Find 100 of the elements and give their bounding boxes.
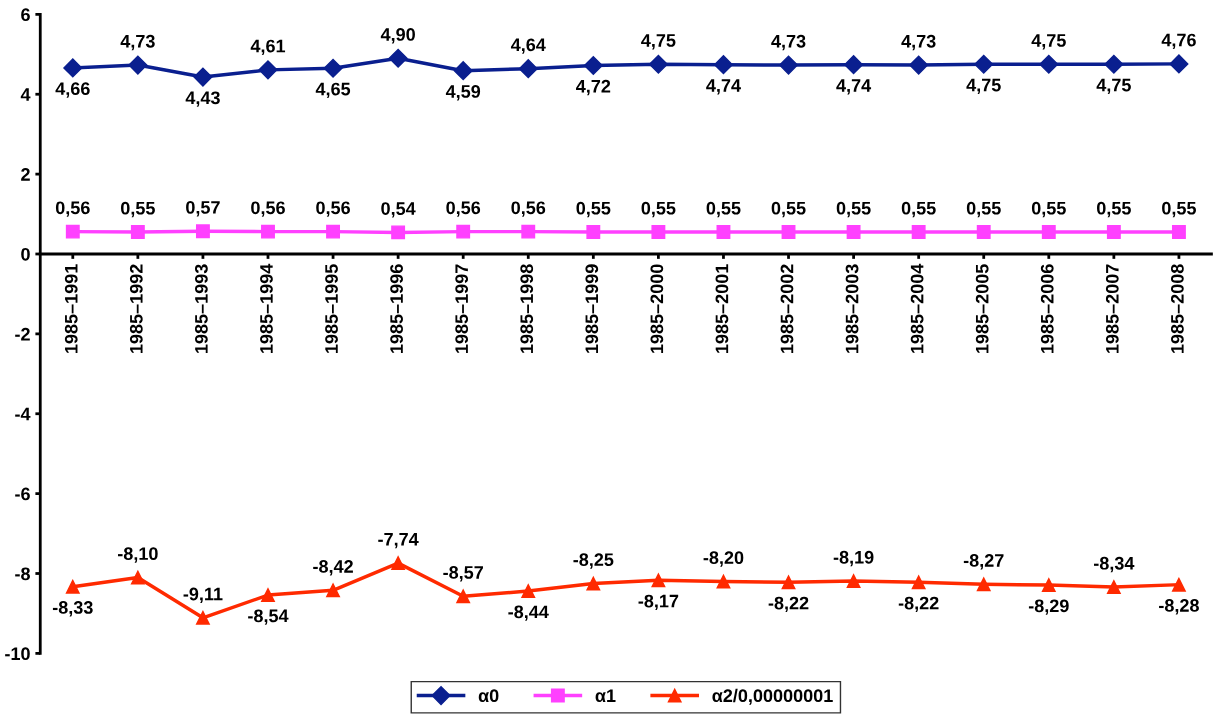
point — [521, 224, 536, 239]
x-tick-label: 1985–2003 — [845, 264, 859, 353]
data-label: 4,66 — [55, 82, 90, 98]
point — [909, 55, 929, 75]
data-label: 4,73 — [771, 34, 806, 51]
data-label: 0,55 — [901, 201, 936, 218]
point — [1171, 225, 1186, 239]
point — [195, 224, 210, 239]
point — [65, 224, 80, 239]
x-tick-label: 1985–2001 — [715, 264, 729, 353]
data-label: -8,44 — [508, 605, 549, 621]
data-label: 0,55 — [1031, 201, 1066, 218]
data-label: -8,22 — [768, 596, 809, 613]
point — [1169, 54, 1189, 74]
data-label: 0,56 — [316, 201, 350, 217]
data-label: 0,55 — [836, 201, 871, 218]
data-label: 4,74 — [836, 79, 872, 95]
x-tick-label: 1985–2007 — [1105, 264, 1119, 353]
x-tick-label: 1985–1998 — [520, 264, 534, 353]
x-tick-label: 1985–1999 — [585, 264, 599, 353]
data-label: 0,54 — [381, 202, 416, 218]
point — [130, 570, 145, 585]
y-tick-label: -4 — [15, 407, 31, 421]
point — [716, 225, 731, 239]
legend-label: α0 — [478, 689, 499, 703]
y-tick-label: -6 — [15, 487, 30, 501]
data-label: 4,74 — [706, 79, 741, 95]
data-label: -8,10 — [117, 547, 158, 563]
data-label: 4,75 — [1096, 78, 1131, 95]
point — [258, 60, 278, 80]
data-label: 0,55 — [966, 201, 1001, 218]
data-label: 4,75 — [966, 78, 1001, 95]
point — [586, 225, 601, 239]
point — [1104, 54, 1124, 74]
point — [195, 610, 210, 625]
point — [586, 576, 601, 591]
point — [846, 574, 861, 589]
point — [846, 225, 861, 239]
point — [651, 573, 666, 588]
data-label: -8,20 — [703, 551, 744, 567]
point — [323, 58, 343, 78]
point — [976, 225, 991, 239]
data-label: -8,17 — [638, 594, 679, 611]
x-tick-label: 1985–1993 — [194, 264, 208, 353]
data-label: 4,75 — [1031, 34, 1066, 50]
data-label: -7,74 — [378, 533, 419, 549]
y-tick-label: -2 — [15, 327, 30, 341]
point — [518, 59, 538, 79]
data-label: -9,11 — [183, 587, 223, 603]
data-label: 4,59 — [445, 85, 481, 101]
x-tick-label: 1985–1991 — [64, 264, 78, 353]
data-label: -8,29 — [1028, 599, 1069, 615]
point — [128, 55, 148, 75]
data-label: -8,19 — [833, 550, 874, 567]
data-label: -8,22 — [898, 596, 939, 613]
data-label: 0,56 — [251, 201, 285, 217]
point — [974, 54, 994, 74]
point — [713, 55, 733, 75]
point — [453, 61, 473, 81]
data-label: -8,28 — [1159, 599, 1199, 615]
data-label: -8,25 — [573, 553, 614, 569]
point — [583, 55, 603, 76]
point — [1106, 580, 1121, 595]
x-tick-label: 1985–2008 — [1170, 264, 1184, 353]
data-label: 4,75 — [641, 34, 676, 50]
data-label: -8,54 — [248, 609, 289, 625]
point — [781, 575, 796, 590]
point — [193, 67, 213, 87]
point — [65, 579, 80, 594]
data-label: 0,55 — [771, 201, 806, 218]
point — [651, 225, 666, 239]
point — [456, 589, 471, 604]
point — [130, 225, 145, 239]
data-label: 4,76 — [1161, 33, 1196, 50]
data-label: -8,34 — [1093, 556, 1135, 573]
data-label: 4,65 — [315, 82, 351, 99]
legend-label: α1 — [595, 689, 616, 703]
point — [63, 58, 83, 78]
data-label: 4,73 — [120, 34, 155, 51]
point — [648, 54, 668, 74]
data-label: 0,55 — [576, 201, 611, 218]
legend-label: α2/0,00000001 — [712, 688, 833, 705]
data-label: 0,55 — [121, 201, 155, 218]
point — [456, 224, 471, 239]
y-tick-label: 2 — [21, 168, 30, 181]
point — [911, 225, 926, 239]
x-tick-label: 1985–2006 — [1040, 264, 1054, 353]
point — [326, 224, 341, 239]
x-tick-label: 1985–1992 — [129, 264, 143, 353]
point — [391, 556, 406, 571]
data-label: 0,56 — [511, 201, 546, 217]
data-label: 0,55 — [641, 201, 676, 218]
point — [388, 48, 408, 68]
point — [778, 55, 799, 75]
data-label: -8,57 — [443, 566, 483, 582]
point — [1041, 225, 1056, 239]
y-tick-label: 6 — [21, 8, 30, 22]
point — [261, 588, 275, 603]
data-label: 0,55 — [706, 201, 741, 218]
data-label: 0,56 — [446, 201, 481, 217]
